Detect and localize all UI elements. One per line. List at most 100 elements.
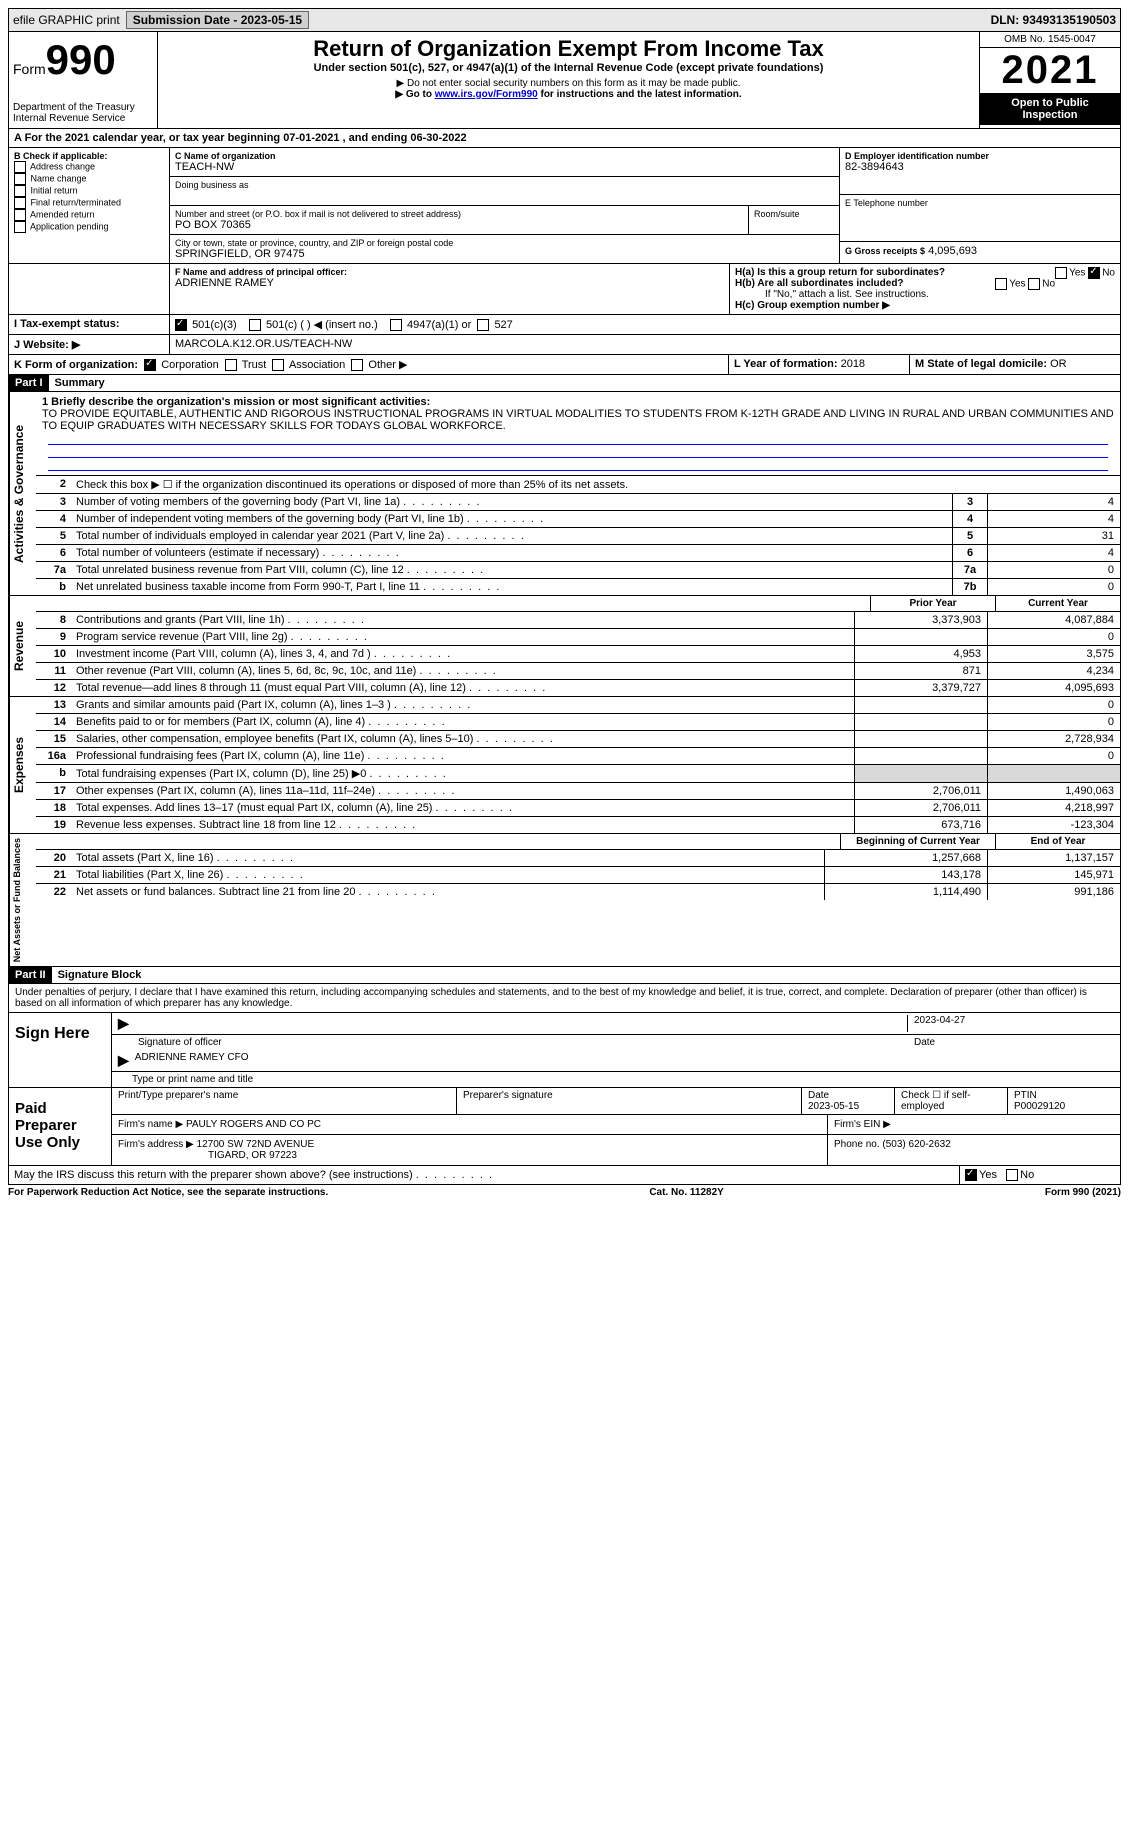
line-a: A For the 2021 calendar year, or tax yea…: [8, 129, 1121, 148]
officer-block: F Name and address of principal officer:…: [8, 264, 1121, 315]
goto-post: for instructions and the latest informat…: [538, 89, 742, 100]
prep-name-col: Print/Type preparer's name: [112, 1088, 457, 1114]
d-label: D Employer identification number: [845, 151, 1115, 161]
expenses-section: Expenses 13Grants and similar amounts pa…: [8, 697, 1121, 834]
sig-date-lbl: Date: [914, 1037, 1114, 1048]
financial-line: 15Salaries, other compensation, employee…: [36, 731, 1120, 748]
submission-date-button[interactable]: Submission Date - 2023-05-15: [126, 11, 309, 29]
501c-label: 501(c) ( ) ◀ (insert no.): [266, 319, 378, 331]
hb-yes-checkbox[interactable]: [995, 278, 1007, 290]
efile-topbar: efile GRAPHIC print Submission Date - 20…: [8, 8, 1121, 32]
financial-line: 20Total assets (Part X, line 16)1,257,66…: [36, 850, 1120, 867]
i-label: I Tax-exempt status:: [9, 315, 170, 334]
b-opt-checkbox[interactable]: [14, 173, 26, 185]
may-discuss-row: May the IRS discuss this return with the…: [8, 1166, 1121, 1185]
firm-lbl: Firm's name ▶: [118, 1119, 183, 1130]
527-label: 527: [494, 319, 512, 331]
b-opt-checkbox[interactable]: [14, 221, 26, 233]
527-checkbox[interactable]: [477, 319, 489, 331]
phone-value: (503) 620-2632: [882, 1139, 950, 1150]
room-label: Room/suite: [754, 209, 834, 219]
financial-line: 21Total liabilities (Part X, line 26)143…: [36, 867, 1120, 884]
irs-link[interactable]: www.irs.gov/Form990: [435, 89, 538, 100]
phone-lbl: Phone no.: [834, 1139, 880, 1150]
dln-label: DLN: 93493135190503: [991, 13, 1116, 27]
other-checkbox[interactable]: [351, 359, 363, 371]
penalty-text: Under penalties of perjury, I declare th…: [8, 984, 1121, 1013]
prep-sig-col: Preparer's signature: [457, 1088, 802, 1114]
line2-text: Check this box ▶ ☐ if the organization d…: [72, 476, 1120, 493]
h-b: H(b) Are all subordinates included? Yes …: [735, 278, 1115, 289]
assoc-label: Association: [289, 359, 345, 371]
self-emp-check[interactable]: Check ☐ if self-employed: [895, 1088, 1008, 1114]
b-option: Address change: [14, 161, 164, 173]
ha-text: H(a) Is this a group return for subordin…: [735, 267, 945, 278]
financial-line: 14Benefits paid to or for members (Part …: [36, 714, 1120, 731]
trust-label: Trust: [242, 359, 267, 371]
goto-note: ▶ Go to www.irs.gov/Form990 for instruct…: [162, 89, 975, 100]
summary-line: bNet unrelated business taxable income f…: [36, 579, 1120, 595]
may-yes-checkbox[interactable]: [965, 1169, 977, 1181]
501c-checkbox[interactable]: [249, 319, 261, 331]
efile-label: efile GRAPHIC print: [13, 13, 120, 27]
part2-title: Signature Block: [52, 967, 148, 983]
omb-number: OMB No. 1545-0047: [980, 32, 1120, 48]
gross-receipts: 4,095,693: [928, 245, 977, 257]
summary-line: 5Total number of individuals employed in…: [36, 528, 1120, 545]
b-opt-checkbox[interactable]: [14, 161, 26, 173]
financial-line: 19Revenue less expenses. Subtract line 1…: [36, 817, 1120, 833]
b-opt-checkbox[interactable]: [14, 185, 26, 197]
org-address: PO BOX 70365: [175, 219, 743, 231]
h-a: H(a) Is this a group return for subordin…: [735, 267, 1115, 278]
ha-no-checkbox[interactable]: [1088, 267, 1100, 279]
summary-line: 4Number of independent voting members of…: [36, 511, 1120, 528]
prep-date-lbl: Date: [808, 1090, 829, 1101]
may-no-checkbox[interactable]: [1006, 1169, 1018, 1181]
identity-block: B Check if applicable: Address change Na…: [8, 148, 1121, 264]
part1-badge: Part I: [9, 375, 49, 391]
hb-text: H(b) Are all subordinates included?: [735, 278, 904, 289]
line-a-text: A For the 2021 calendar year, or tax yea…: [9, 129, 1120, 147]
revenue-section: Revenue Prior YearCurrent Year 8Contribu…: [8, 596, 1121, 697]
hb-no-checkbox[interactable]: [1028, 278, 1040, 290]
trust-checkbox[interactable]: [225, 359, 237, 371]
4947-checkbox[interactable]: [390, 319, 402, 331]
ha-yes-checkbox[interactable]: [1055, 267, 1067, 279]
paperwork-notice: For Paperwork Reduction Act Notice, see …: [8, 1187, 328, 1198]
summary-line: 6Total number of volunteers (estimate if…: [36, 545, 1120, 562]
officer-print-name: ADRIENNE RAMEY CFO: [135, 1052, 249, 1069]
assoc-checkbox[interactable]: [272, 359, 284, 371]
f-label: F Name and address of principal officer:: [175, 267, 724, 277]
klm-row: K Form of organization: Corporation Trus…: [8, 355, 1121, 375]
b-opt-checkbox[interactable]: [14, 197, 26, 209]
goto-pre: ▶ Go to: [395, 89, 434, 100]
sig-officer-lbl: Signature of officer: [118, 1037, 914, 1048]
b-opt-checkbox[interactable]: [14, 209, 26, 221]
city-label: City or town, state or province, country…: [175, 238, 834, 248]
form-title: Return of Organization Exempt From Incom…: [162, 36, 975, 62]
financial-line: 8Contributions and grants (Part VIII, li…: [36, 612, 1120, 629]
mission-text: TO PROVIDE EQUITABLE, AUTHENTIC AND RIGO…: [42, 408, 1114, 432]
line1-label: 1 Briefly describe the organization's mi…: [42, 396, 1114, 408]
part1-title: Summary: [49, 375, 111, 391]
officer-name: ADRIENNE RAMEY: [175, 277, 724, 289]
firm-ein-lbl: Firm's EIN ▶: [827, 1115, 1120, 1134]
g-label: G Gross receipts $: [845, 246, 925, 256]
financial-line: 9Program service revenue (Part VIII, lin…: [36, 629, 1120, 646]
vlabel-netassets: Net Assets or Fund Balances: [9, 834, 36, 966]
firm-addr-lbl: Firm's address ▶: [118, 1139, 194, 1150]
print-name-lbl: Type or print name and title: [112, 1072, 1120, 1087]
sig-date: 2023-04-27: [907, 1015, 1114, 1032]
corp-label: Corporation: [161, 359, 218, 371]
501c3-label: 501(c)(3): [192, 319, 237, 331]
financial-line: 16aProfessional fundraising fees (Part I…: [36, 748, 1120, 765]
501c3-checkbox[interactable]: [175, 319, 187, 331]
prep-date: 2023-05-15: [808, 1101, 859, 1112]
form-ref: Form 990 (2021): [1045, 1187, 1121, 1198]
paid-preparer-label: Paid Preparer Use Only: [9, 1088, 112, 1165]
may-discuss-text: May the IRS discuss this return with the…: [14, 1169, 492, 1181]
corp-checkbox[interactable]: [144, 359, 156, 371]
4947-label: 4947(a)(1) or: [407, 319, 471, 331]
form-number: Form990: [13, 36, 153, 84]
vlabel-governance: Activities & Governance: [9, 392, 36, 595]
